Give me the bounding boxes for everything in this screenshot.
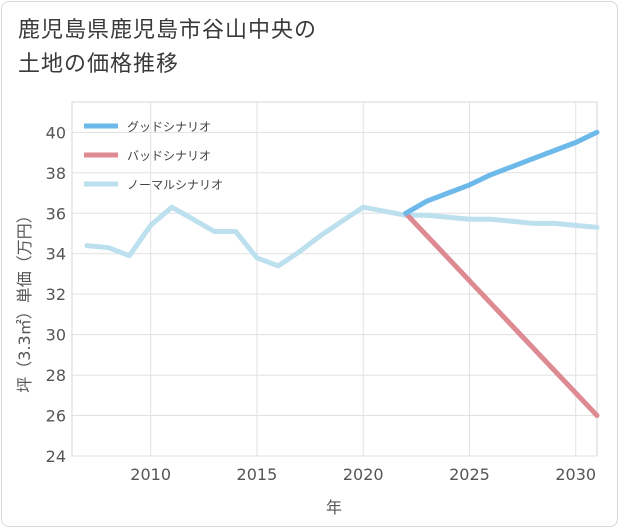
x-tick-label: 2025 bbox=[449, 465, 490, 484]
y-axis-label: 坪（3.3㎡）単価（万円） bbox=[15, 207, 34, 392]
x-tick-label: 2020 bbox=[343, 465, 384, 484]
tick-labels: 24 26 28 30 32 34 36 38 40 2010 2015 2020 2025 2030 bbox=[46, 123, 596, 484]
chart-title: 鹿児島県鹿児島市谷山中央の 土地の価格推移 bbox=[18, 14, 317, 82]
x-axis-label: 年 bbox=[326, 498, 342, 517]
y-tick-label: 32 bbox=[46, 285, 66, 304]
series-line-2 bbox=[84, 204, 600, 269]
legend-label-2: ノーマルシナリオ bbox=[127, 178, 223, 192]
y-tick-label: 26 bbox=[46, 407, 66, 426]
grid bbox=[72, 102, 597, 457]
title-line-2: 土地の価格推移 bbox=[18, 52, 180, 77]
x-tick-label: 2015 bbox=[237, 465, 278, 484]
plot-area bbox=[71, 101, 598, 457]
y-tick-label: 24 bbox=[46, 447, 66, 466]
x-tick-label: 2030 bbox=[555, 465, 596, 484]
x-tick-label: 2010 bbox=[130, 465, 171, 484]
series-line-0 bbox=[403, 129, 600, 216]
y-tick-label: 34 bbox=[46, 245, 66, 264]
y-tick-label: 30 bbox=[46, 326, 66, 345]
y-tick-label: 28 bbox=[46, 366, 66, 385]
series-line-1 bbox=[403, 210, 600, 418]
y-tick-label: 38 bbox=[46, 164, 66, 183]
title-line-1: 鹿児島県鹿児島市谷山中央の bbox=[18, 18, 318, 43]
legend-label-1: バッドシナリオ bbox=[127, 149, 211, 163]
y-tick-label: 40 bbox=[46, 123, 66, 142]
y-tick-label: 36 bbox=[46, 204, 66, 223]
legend-label-0: グッドシナリオ bbox=[127, 120, 211, 134]
series-layer bbox=[84, 129, 600, 418]
